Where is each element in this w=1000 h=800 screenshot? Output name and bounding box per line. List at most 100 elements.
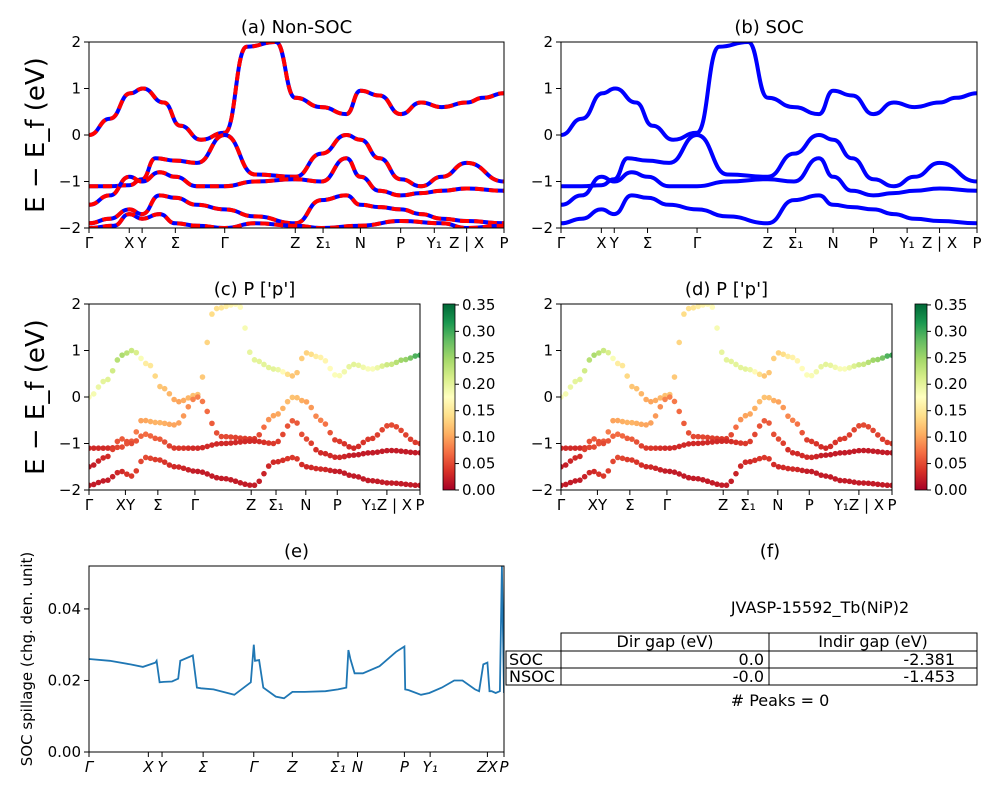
projection-point (105, 445, 111, 451)
projection-point (289, 373, 296, 379)
x-tick-label: Z | X (449, 234, 484, 252)
projection-point (327, 429, 333, 436)
projection-point (747, 438, 753, 445)
x-tick-label: Γ (85, 496, 94, 514)
projection-point (237, 439, 244, 445)
projection-point (799, 365, 805, 372)
projection-point (681, 473, 687, 479)
projection-point (851, 363, 857, 369)
y-tick-label: 1 (543, 80, 553, 98)
projection-point (398, 357, 404, 363)
x-tick-label: Σ (198, 758, 208, 776)
projection-point (827, 443, 834, 450)
projection-point (204, 471, 211, 477)
y-tick-label: 0 (71, 388, 81, 406)
projection-point (676, 339, 683, 346)
row-nsoc-dir: -0.0 (733, 667, 764, 686)
projection-point (756, 398, 763, 405)
projection-point (567, 384, 574, 390)
projection-point (577, 453, 583, 460)
projection-point (737, 416, 744, 423)
x-tick-label: P (972, 234, 981, 252)
projection-point (846, 449, 853, 455)
projection-point (412, 439, 419, 446)
projection-point (280, 405, 286, 412)
panel-e-title: (e) (284, 541, 309, 562)
projection-point (662, 468, 668, 474)
projection-point (298, 355, 305, 362)
projection-point (341, 368, 348, 375)
projection-point (265, 440, 272, 446)
x-tick-label: Σ (153, 496, 162, 514)
projection-point (417, 450, 420, 456)
projection-point (398, 448, 404, 454)
projection-point (313, 413, 319, 419)
projection-point (823, 361, 829, 368)
projection-point (251, 438, 258, 444)
projection-point (199, 444, 206, 451)
projection-point (317, 450, 324, 456)
projection-point (332, 454, 338, 460)
projection-point (714, 481, 720, 488)
x-tick-label: Γ (557, 496, 566, 514)
projection-point (629, 457, 635, 463)
projection-point (166, 462, 173, 468)
colorbar-tick-label: 0.10 (934, 428, 967, 446)
projection-point (562, 445, 569, 451)
projection-point (303, 463, 310, 470)
projection-point (562, 481, 569, 488)
panel-a-title: (a) Non-SOC (241, 17, 352, 38)
projection-point (384, 447, 390, 454)
projection-point (308, 440, 315, 447)
y-tick-label: −1 (59, 173, 81, 191)
projection-point (870, 480, 876, 487)
panel-b-title: (b) SOC (734, 17, 803, 38)
y-tick-label: 0 (71, 126, 81, 144)
colorbar-d (914, 303, 928, 491)
x-tick-label: Σ (171, 234, 180, 252)
x-tick-label: P (869, 234, 878, 252)
projection-point (128, 440, 135, 447)
x-tick-label: Z (763, 234, 773, 252)
projection-point (629, 419, 635, 426)
projection-point (398, 480, 404, 487)
projection-point (336, 468, 343, 475)
projection-point (109, 446, 116, 453)
projection-point (261, 470, 267, 477)
x-tick-label: Σ₁ (740, 496, 756, 514)
projection-point (747, 366, 753, 373)
projection-point (147, 433, 154, 439)
projection-point (666, 445, 673, 451)
projection-point (638, 443, 645, 449)
projection-point (147, 455, 154, 462)
projection-point (185, 445, 192, 451)
projection-point (223, 440, 229, 447)
projection-point (837, 450, 843, 456)
projection-point (355, 474, 362, 480)
projection-point (298, 461, 305, 468)
projection-point (105, 376, 111, 383)
projection-point (841, 449, 848, 456)
projection-point (723, 482, 730, 489)
projection-point (242, 325, 248, 331)
projection-point (303, 436, 310, 442)
projection-point (275, 366, 281, 373)
projection-point (728, 478, 735, 485)
projection-point (586, 469, 593, 476)
x-tick-label: X (142, 758, 154, 776)
x-tick-label: N (352, 758, 363, 776)
projection-point (336, 372, 343, 379)
x-tick-label: Γ (250, 758, 260, 776)
projection-point (780, 464, 787, 471)
projection-point (695, 304, 701, 310)
projection-point (374, 478, 381, 485)
projection-point (161, 459, 168, 465)
projection-point (407, 449, 414, 456)
projection-point (161, 420, 168, 427)
projection-point (671, 469, 678, 475)
projection-point (884, 482, 891, 489)
projection-point (403, 432, 409, 438)
projection-point (860, 480, 867, 486)
projection-point (718, 349, 725, 356)
band-4-nonsoc-dash (89, 212, 504, 228)
